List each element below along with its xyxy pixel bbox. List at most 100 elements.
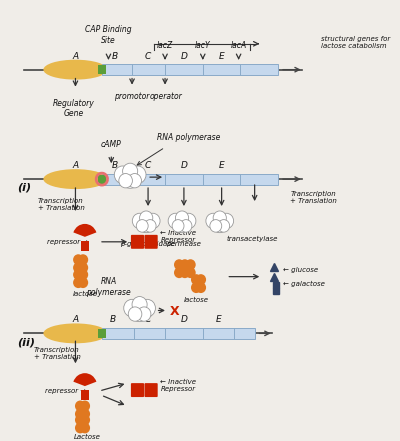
- Text: β-galactosidase: β-galactosidase: [120, 241, 176, 247]
- FancyBboxPatch shape: [144, 383, 158, 397]
- Text: cAMP: cAMP: [101, 140, 122, 149]
- Circle shape: [78, 277, 88, 288]
- Circle shape: [123, 163, 138, 179]
- Text: Transcription
+ Translation: Transcription + Translation: [38, 198, 85, 210]
- Circle shape: [213, 211, 226, 225]
- Circle shape: [140, 211, 153, 225]
- Text: E: E: [219, 52, 224, 61]
- FancyBboxPatch shape: [98, 175, 106, 183]
- Wedge shape: [73, 224, 96, 237]
- Text: A: A: [72, 315, 78, 325]
- Text: repressor →: repressor →: [45, 388, 86, 394]
- Circle shape: [185, 259, 196, 270]
- Text: Transcription
+ Translation: Transcription + Translation: [290, 191, 337, 204]
- Text: lacZ: lacZ: [157, 41, 173, 50]
- Circle shape: [73, 277, 84, 288]
- Text: promotor: promotor: [114, 92, 150, 101]
- Text: D: D: [180, 52, 187, 61]
- Circle shape: [78, 269, 88, 280]
- Text: (i): (i): [17, 182, 31, 192]
- Text: A: A: [72, 161, 78, 170]
- Text: repressor →: repressor →: [47, 239, 88, 245]
- Text: transacetylase: transacetylase: [226, 236, 278, 242]
- Text: C: C: [145, 52, 151, 61]
- Circle shape: [210, 220, 222, 232]
- FancyBboxPatch shape: [102, 174, 278, 185]
- Text: C: C: [145, 315, 151, 325]
- FancyBboxPatch shape: [81, 390, 89, 400]
- Circle shape: [75, 415, 85, 426]
- Circle shape: [129, 299, 150, 321]
- Circle shape: [139, 299, 156, 317]
- Circle shape: [168, 213, 183, 228]
- Circle shape: [75, 400, 85, 411]
- Circle shape: [75, 422, 85, 434]
- Text: RNA polymerase: RNA polymerase: [157, 133, 220, 142]
- FancyBboxPatch shape: [102, 64, 278, 75]
- Circle shape: [210, 213, 229, 233]
- Text: permease: permease: [166, 241, 201, 247]
- Circle shape: [80, 408, 90, 419]
- FancyBboxPatch shape: [131, 383, 144, 397]
- Circle shape: [78, 262, 88, 273]
- Text: ← Inactive
Repressor: ← Inactive Repressor: [160, 230, 196, 243]
- Text: ← Inactive
Repressor: ← Inactive Repressor: [160, 379, 196, 392]
- Ellipse shape: [43, 169, 108, 189]
- Text: lacA: lacA: [230, 41, 247, 50]
- Text: A: A: [72, 52, 78, 61]
- Circle shape: [128, 174, 142, 188]
- Text: Lactose: Lactose: [73, 434, 100, 440]
- Circle shape: [180, 259, 190, 270]
- Circle shape: [144, 220, 156, 232]
- Circle shape: [128, 307, 142, 321]
- Text: B: B: [112, 52, 118, 61]
- Circle shape: [185, 267, 196, 278]
- Circle shape: [136, 220, 148, 232]
- Circle shape: [176, 211, 189, 225]
- Ellipse shape: [43, 60, 108, 80]
- Text: ← glucose: ← glucose: [283, 267, 318, 273]
- Circle shape: [173, 213, 191, 233]
- Text: Transcription
+ Translation: Transcription + Translation: [34, 347, 81, 360]
- FancyBboxPatch shape: [81, 241, 89, 251]
- Text: lacY: lacY: [195, 41, 210, 50]
- Text: lactose: lactose: [184, 296, 209, 303]
- Text: C: C: [145, 161, 151, 170]
- Circle shape: [181, 213, 196, 228]
- Circle shape: [80, 415, 90, 426]
- Ellipse shape: [43, 323, 108, 343]
- Circle shape: [132, 213, 147, 228]
- Circle shape: [137, 213, 156, 233]
- Circle shape: [80, 422, 90, 434]
- Circle shape: [80, 400, 90, 411]
- Circle shape: [180, 267, 190, 278]
- Text: operator: operator: [150, 92, 182, 101]
- Circle shape: [73, 262, 84, 273]
- Circle shape: [129, 166, 146, 183]
- FancyBboxPatch shape: [98, 65, 106, 74]
- Text: RNA
polymerase: RNA polymerase: [86, 277, 131, 296]
- Circle shape: [180, 220, 192, 232]
- Text: (ii): (ii): [17, 337, 35, 348]
- Text: structural genes for
lactose catabolism: structural genes for lactose catabolism: [321, 36, 390, 49]
- Circle shape: [206, 213, 220, 228]
- Circle shape: [174, 267, 184, 278]
- Text: lactose: lactose: [72, 291, 97, 297]
- Text: X: X: [170, 305, 179, 318]
- Text: ← galactose: ← galactose: [283, 280, 325, 287]
- Circle shape: [191, 282, 201, 293]
- Circle shape: [196, 274, 206, 285]
- Circle shape: [124, 299, 140, 317]
- Text: D: D: [180, 161, 187, 170]
- Circle shape: [218, 220, 230, 232]
- Circle shape: [114, 166, 131, 183]
- Circle shape: [119, 174, 132, 188]
- Text: E: E: [219, 161, 224, 170]
- Wedge shape: [73, 373, 96, 386]
- Text: E: E: [216, 315, 222, 325]
- Circle shape: [172, 220, 184, 232]
- Text: D: D: [180, 315, 187, 325]
- Circle shape: [73, 269, 84, 280]
- Circle shape: [120, 166, 141, 188]
- FancyBboxPatch shape: [102, 328, 255, 339]
